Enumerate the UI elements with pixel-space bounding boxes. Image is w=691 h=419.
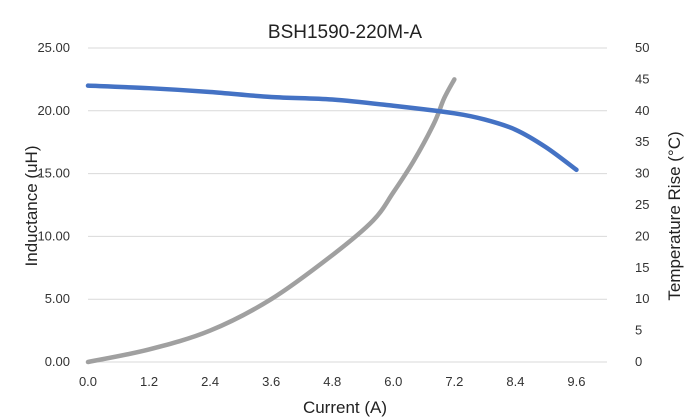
x-axis-ticks: 0.0 1.2 2.4 3.6 4.8 6.0 7.2 8.4 9.6 <box>79 374 586 389</box>
left-tick-label-5: 25.00 <box>37 40 70 55</box>
left-tick-label-4: 20.00 <box>37 103 70 118</box>
x-tick-label-8: 9.6 <box>567 374 585 389</box>
right-axis-ticks: 0 5 10 15 20 25 30 35 40 45 50 <box>635 40 649 369</box>
right-tick-label-5: 25 <box>635 197 649 212</box>
right-tick-label-0: 0 <box>635 354 642 369</box>
x-tick-label-2: 2.4 <box>201 374 219 389</box>
chart-title: BSH1590-220M-A <box>268 22 423 43</box>
right-tick-label-8: 40 <box>635 103 649 118</box>
x-tick-label-5: 6.0 <box>384 374 402 389</box>
gridlines <box>88 47 607 363</box>
left-tick-label-3: 15.00 <box>37 166 70 181</box>
right-tick-label-10: 50 <box>635 40 649 55</box>
right-tick-label-2: 10 <box>635 291 649 306</box>
right-tick-label-9: 45 <box>635 71 649 86</box>
x-tick-label-4: 4.8 <box>323 374 341 389</box>
inductance-line <box>85 83 579 173</box>
y-axis-title: Inductance (uH) <box>22 146 41 267</box>
left-tick-label-2: 10.00 <box>37 228 70 243</box>
series-lines <box>85 77 579 365</box>
right-tick-label-6: 30 <box>635 166 649 181</box>
x-tick-label-1: 1.2 <box>140 374 158 389</box>
x-tick-label-7: 8.4 <box>506 374 524 389</box>
temperature-rise-line <box>85 77 457 365</box>
x-tick-label-6: 7.2 <box>445 374 463 389</box>
right-tick-label-1: 5 <box>635 323 642 338</box>
right-tick-label-7: 35 <box>635 134 649 149</box>
x-axis-title: Current (A) <box>303 398 387 417</box>
y2-axis-title: Temperature Rise (°C) <box>665 131 684 300</box>
left-tick-label-0: 0.00 <box>45 354 70 369</box>
x-tick-label-0: 0.0 <box>79 374 97 389</box>
right-tick-label-4: 20 <box>635 228 649 243</box>
right-tick-label-3: 15 <box>635 260 649 275</box>
x-tick-label-3: 3.6 <box>262 374 280 389</box>
left-axis-ticks: 0.00 5.00 10.00 15.00 20.00 25.00 <box>37 40 70 369</box>
left-tick-label-1: 5.00 <box>45 291 70 306</box>
